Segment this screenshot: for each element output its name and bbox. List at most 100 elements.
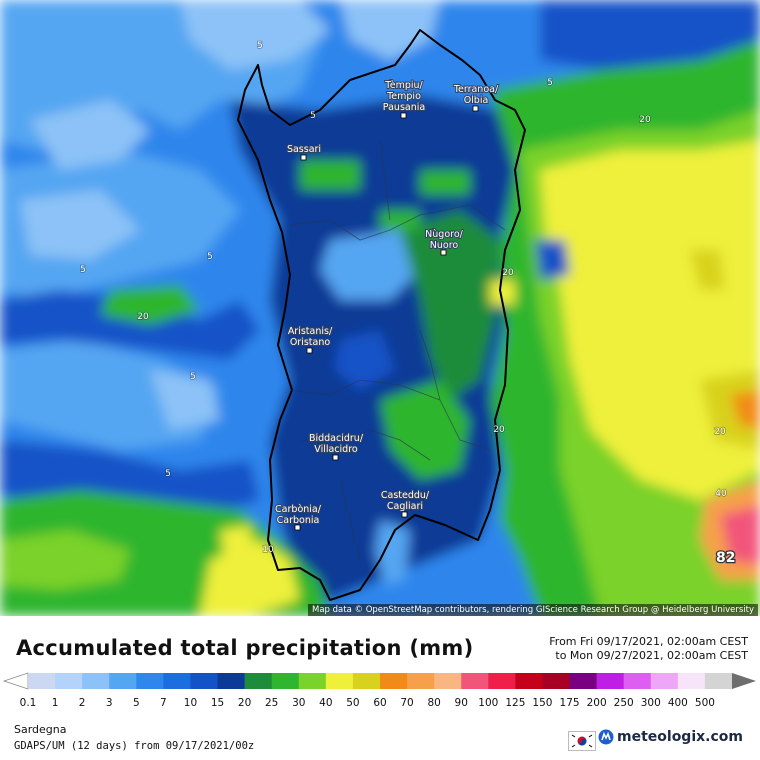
legend-swatch xyxy=(271,673,300,689)
legend-tick-label: 2 xyxy=(78,697,86,709)
legend-tick-label: 5 xyxy=(132,697,140,709)
city-oristano[interactable]: Aristanis/ Oristano xyxy=(287,325,334,354)
svg-text:Nùgoro/: Nùgoro/ xyxy=(425,229,463,240)
legend-arrow-high xyxy=(732,673,756,689)
city-cagliari[interactable]: Casteddu/ Cagliari xyxy=(380,489,431,518)
legend-swatch xyxy=(623,673,652,689)
legend-tick-label: 25 xyxy=(265,697,279,709)
svg-text:20: 20 xyxy=(714,427,726,437)
korea-flag-icon xyxy=(568,731,596,751)
legend-tick-label: 250 xyxy=(613,697,634,709)
city-olbia[interactable]: Terranoa/ Olbia xyxy=(452,83,500,112)
legend-swatch xyxy=(596,673,625,689)
legend-swatch xyxy=(515,673,543,689)
map-attribution: Map data © OpenStreetMap contributors, r… xyxy=(308,604,758,616)
city-nuoro[interactable]: Nùgoro/ Nuoro xyxy=(424,228,465,256)
forecast-period: From Fri 09/17/2021, 02:00am CEST to Mon… xyxy=(549,635,748,663)
period-from: From Fri 09/17/2021, 02:00am CEST xyxy=(549,635,748,648)
logo-text: meteologix.com xyxy=(617,729,743,745)
legend-tick-label: 40 xyxy=(319,697,333,709)
legend-swatch xyxy=(407,673,435,689)
legend-swatch xyxy=(677,673,706,689)
legend-swatch xyxy=(244,673,273,689)
svg-text:Tèmpiu/: Tèmpiu/ xyxy=(384,80,423,91)
svg-text:5: 5 xyxy=(190,372,196,382)
svg-text:Biddacidru/: Biddacidru/ xyxy=(309,433,364,444)
legend-swatch xyxy=(82,673,110,689)
city-tempio[interactable]: Tèmpiu/ Tempio Pausania xyxy=(382,79,426,119)
svg-text:40: 40 xyxy=(715,489,727,499)
legend-tick-label: 500 xyxy=(694,697,715,709)
legend-tick-label: 90 xyxy=(454,697,468,709)
legend-arrow-low xyxy=(2,672,29,690)
province-borders xyxy=(289,139,506,561)
period-to: to Mon 09/27/2021, 02:00am CEST xyxy=(555,649,748,662)
svg-text:Oristano: Oristano xyxy=(290,337,331,348)
city-villacidro[interactable]: Biddacidru/ Villacidro xyxy=(308,432,365,461)
city-sassari[interactable]: Sassari xyxy=(286,143,322,161)
legend-swatch xyxy=(163,673,191,689)
legend-swatch xyxy=(217,673,246,689)
svg-text:Pausania: Pausania xyxy=(383,102,425,113)
legend-swatch xyxy=(325,673,354,689)
legend-tick-label: 30 xyxy=(292,697,306,709)
svg-text:20: 20 xyxy=(493,425,505,435)
svg-text:5: 5 xyxy=(165,469,171,479)
chart-title: Accumulated total precipitation (mm) xyxy=(16,636,474,660)
legend-swatch xyxy=(461,673,489,689)
legend-swatch xyxy=(434,673,462,689)
city-carbonia[interactable]: Carbònia/ Carbonia xyxy=(274,503,323,531)
precipitation-map[interactable]: Tèmpiu/ Tempio Pausania Terranoa/ Olbia … xyxy=(0,0,760,616)
legend-tick-label: 70 xyxy=(400,697,414,709)
legend-swatch xyxy=(488,673,516,689)
legend-tick-label: 150 xyxy=(532,697,553,709)
legend-swatch xyxy=(55,673,83,689)
svg-text:Casteddu/: Casteddu/ xyxy=(381,490,430,501)
legend-tick-label: 125 xyxy=(505,697,526,709)
svg-text:20: 20 xyxy=(137,312,149,322)
legend-tick-label: 175 xyxy=(559,697,580,709)
legend-tick-label: 7 xyxy=(160,697,167,709)
max-value-label: 82 xyxy=(716,550,735,566)
legend-tick-label: 300 xyxy=(640,697,661,709)
color-legend xyxy=(2,672,756,690)
legend-tick-label: 50 xyxy=(346,697,360,709)
legend-tick-label: 10 xyxy=(183,697,198,709)
legend-swatch xyxy=(569,673,598,689)
svg-text:Sassari: Sassari xyxy=(287,144,321,155)
svg-text:20: 20 xyxy=(639,115,651,125)
svg-text:5: 5 xyxy=(257,41,263,51)
legend-tick-label: 80 xyxy=(427,697,441,709)
svg-text:5: 5 xyxy=(310,111,316,121)
legend-tick-label: 200 xyxy=(586,697,607,709)
svg-text:Terranoa/: Terranoa/ xyxy=(453,84,499,95)
coastline xyxy=(237,29,526,601)
svg-text:Tempio: Tempio xyxy=(386,91,421,102)
svg-text:5: 5 xyxy=(547,78,553,88)
svg-text:5: 5 xyxy=(80,265,86,275)
meteologix-logo[interactable]: meteologix.com xyxy=(598,729,743,745)
svg-text:Villacidro: Villacidro xyxy=(314,444,358,455)
legend-tick-label: 1 xyxy=(51,697,59,709)
legend-swatch xyxy=(190,673,219,689)
legend-tick-labels: 0.1 1 2 3 5 7 10 15 20 25 30 40 50 60 70 80 90 100 125 150 1… xyxy=(0,697,760,711)
model-info: GDAPS/UM (12 days) from 09/17/2021/00z xyxy=(14,740,255,752)
legend-tick-label: 0.1 xyxy=(19,697,37,709)
legend-tick-label: 100 xyxy=(478,697,499,709)
legend-tick-label: 60 xyxy=(373,697,387,709)
svg-text:5: 5 xyxy=(207,252,213,262)
legend-tick-label: 3 xyxy=(105,697,113,709)
legend-swatch xyxy=(704,673,733,689)
legend-swatch xyxy=(650,673,679,689)
legend-swatch xyxy=(352,673,381,689)
svg-text:10: 10 xyxy=(262,545,274,555)
legend-swatch xyxy=(28,673,56,689)
svg-text:Carbonia: Carbonia xyxy=(277,515,320,526)
legend-tick-label: 400 xyxy=(667,697,688,709)
svg-text:Olbia: Olbia xyxy=(464,95,489,106)
svg-text:Aristanis/: Aristanis/ xyxy=(288,326,333,337)
legend-swatch xyxy=(380,673,408,689)
contour-labels: 5 5 5 5 5 5 5 20 20 20 20 20 40 10 xyxy=(79,40,727,556)
legend-tick-label: 15 xyxy=(210,697,225,709)
svg-text:Cagliari: Cagliari xyxy=(387,501,423,512)
